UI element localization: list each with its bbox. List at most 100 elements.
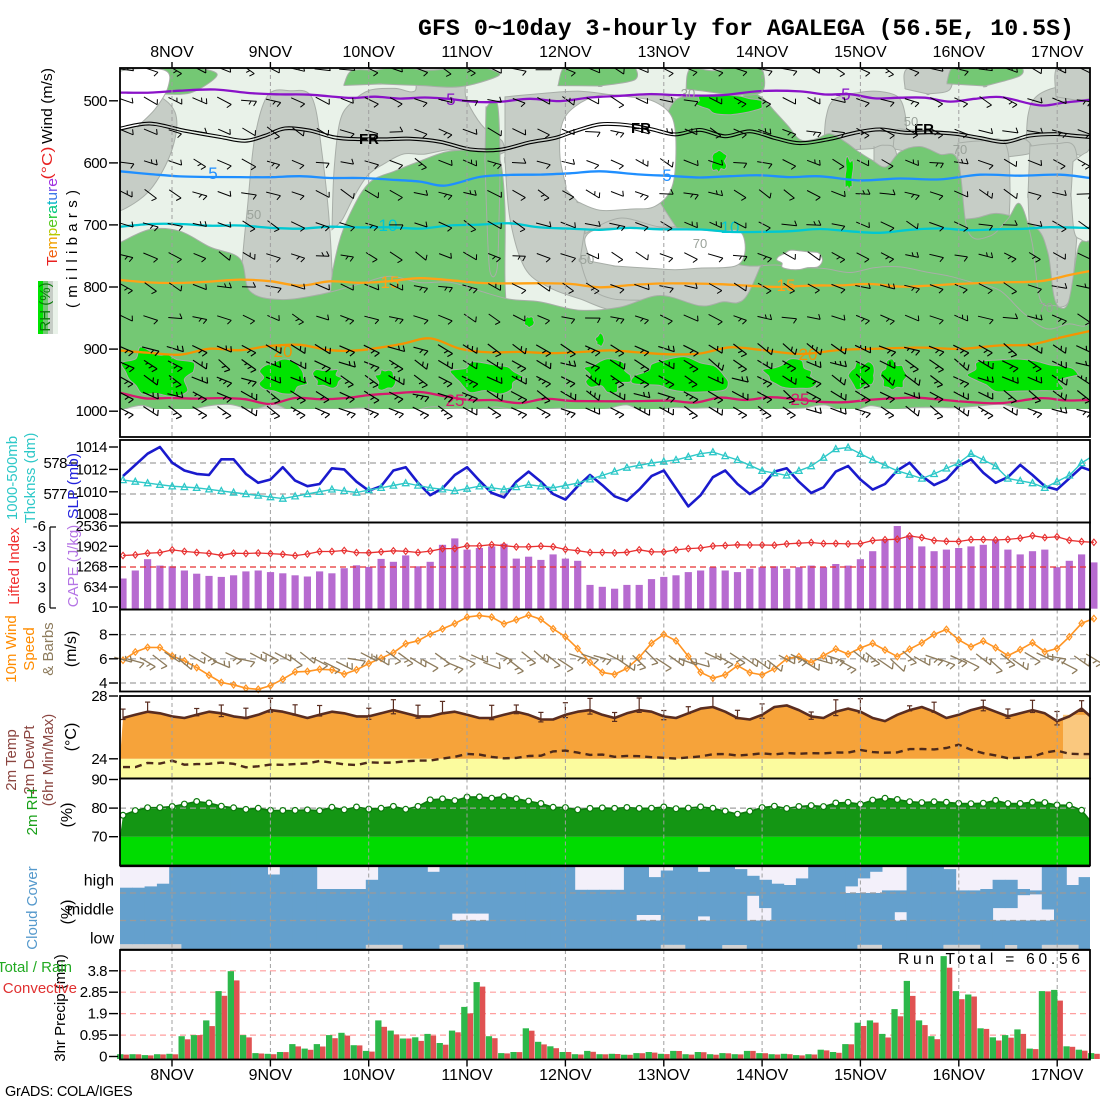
svg-text:600: 600: [83, 155, 107, 172]
svg-text:3hr Precip (mm): 3hr Precip (mm): [52, 954, 69, 1062]
svg-text:1008: 1008: [76, 506, 108, 523]
svg-text:16NOV: 16NOV: [933, 44, 986, 61]
svg-text:90: 90: [91, 772, 107, 789]
svg-text:(°C): (°C): [63, 723, 80, 752]
svg-text:GrADS: COLA/IGES: GrADS: COLA/IGES: [5, 1084, 132, 1100]
svg-text:6: 6: [99, 651, 107, 668]
svg-text:15: 15: [777, 276, 796, 295]
svg-text:-3: -3: [33, 539, 46, 556]
svg-text:15: 15: [381, 273, 400, 292]
svg-text:5: 5: [208, 164, 217, 183]
svg-text:Total / Rain: Total / Rain: [0, 959, 72, 976]
svg-text:3.8: 3.8: [88, 963, 108, 980]
svg-text:2536: 2536: [76, 518, 108, 535]
svg-text:900: 900: [83, 341, 107, 358]
svg-text:& Barbs: & Barbs: [40, 622, 57, 675]
svg-text:700: 700: [83, 217, 107, 234]
svg-text:50: 50: [580, 252, 594, 267]
svg-text:8: 8: [99, 627, 107, 644]
svg-text:1000-500mb: 1000-500mb: [4, 436, 21, 520]
svg-text:12NOV: 12NOV: [539, 44, 592, 61]
svg-text:800: 800: [83, 279, 107, 296]
svg-text:0: 0: [38, 559, 46, 576]
svg-text:(%): (%): [59, 803, 76, 828]
svg-text:12NOV: 12NOV: [539, 1067, 592, 1084]
svg-text:Temperature: Temperature: [44, 178, 61, 266]
svg-text:17NOV: 17NOV: [1031, 1067, 1084, 1084]
svg-text:17NOV: 17NOV: [1031, 44, 1084, 61]
svg-text:13NOV: 13NOV: [638, 1067, 691, 1084]
svg-text:24: 24: [91, 751, 107, 768]
svg-text:GFS 0~10day 3-hourly for AGALE: GFS 0~10day 3-hourly for AGALEGA (56.5E,…: [418, 16, 1074, 42]
svg-text:(%): (%): [59, 900, 76, 925]
svg-text:20: 20: [799, 345, 818, 364]
svg-text:0: 0: [99, 1049, 107, 1066]
svg-text:FR: FR: [914, 121, 934, 138]
svg-text:Convective: Convective: [3, 980, 77, 997]
svg-text:2m DewPt: 2m DewPt: [21, 725, 38, 795]
svg-text:14NOV: 14NOV: [736, 44, 789, 61]
svg-text:70: 70: [1039, 300, 1053, 315]
svg-text:1268: 1268: [76, 559, 108, 576]
svg-text:10NOV: 10NOV: [342, 1067, 395, 1084]
svg-text:1014: 1014: [76, 439, 108, 456]
svg-text:10: 10: [91, 599, 107, 616]
svg-text:(6hr Min/Max): (6hr Min/Max): [40, 714, 57, 807]
svg-text:(°C): (°C): [39, 147, 56, 180]
svg-text:10m Wind: 10m Wind: [3, 615, 20, 683]
svg-text:Speed: Speed: [21, 627, 38, 670]
svg-text:2.85: 2.85: [80, 984, 107, 1001]
svg-text:9NOV: 9NOV: [249, 1067, 293, 1084]
svg-text:10: 10: [379, 216, 398, 235]
svg-text:Thcknss (dm): Thcknss (dm): [22, 433, 39, 524]
svg-text:2m RH: 2m RH: [24, 789, 41, 836]
svg-text:577: 577: [43, 486, 67, 503]
svg-text:10NOV: 10NOV: [342, 44, 395, 61]
svg-text:50: 50: [904, 114, 918, 129]
svg-text:1000: 1000: [76, 403, 108, 420]
svg-text:70: 70: [91, 829, 107, 846]
svg-text:1012: 1012: [76, 461, 108, 478]
svg-text:25: 25: [791, 390, 810, 409]
svg-text:Lifted Index: Lifted Index: [6, 527, 23, 605]
svg-text:11NOV: 11NOV: [441, 1067, 493, 1084]
svg-text:low: low: [90, 931, 114, 948]
svg-text:634: 634: [83, 579, 107, 596]
svg-text:Run Total = 60.56: Run Total = 60.56: [898, 951, 1080, 968]
svg-text:70: 70: [953, 142, 967, 157]
svg-text:(m/s): (m/s): [63, 631, 80, 667]
svg-text:4: 4: [99, 675, 107, 692]
svg-text:15NOV: 15NOV: [834, 1067, 887, 1084]
svg-text:-6: -6: [33, 518, 46, 535]
svg-text:RH (%): RH (%): [37, 282, 54, 331]
svg-text:CAPE (J/kg): CAPE (J/kg): [65, 525, 82, 608]
svg-text:80: 80: [91, 800, 107, 817]
svg-text:3: 3: [38, 579, 46, 596]
svg-text:578: 578: [43, 455, 67, 472]
svg-text:28: 28: [91, 688, 107, 705]
svg-text:high: high: [84, 873, 114, 890]
svg-text:1902: 1902: [76, 538, 108, 555]
svg-text:Wind (m/s): Wind (m/s): [39, 68, 56, 144]
svg-text:25: 25: [446, 391, 465, 410]
svg-text:30: 30: [681, 86, 695, 101]
svg-text:1.9: 1.9: [88, 1006, 108, 1023]
svg-text:50: 50: [247, 207, 261, 222]
svg-text:13NOV: 13NOV: [638, 44, 691, 61]
svg-text:11NOV: 11NOV: [441, 44, 493, 61]
svg-text:20: 20: [274, 342, 293, 361]
svg-text:-5: -5: [835, 85, 850, 104]
svg-text:0.95: 0.95: [80, 1027, 107, 1044]
svg-text:Cloud Cover: Cloud Cover: [24, 866, 41, 949]
svg-text:500: 500: [83, 93, 107, 110]
svg-text:9NOV: 9NOV: [249, 44, 293, 61]
svg-text:15NOV: 15NOV: [834, 44, 887, 61]
svg-text:8NOV: 8NOV: [150, 1067, 194, 1084]
svg-text:10: 10: [721, 218, 740, 237]
svg-text:14NOV: 14NOV: [736, 1067, 789, 1084]
svg-text:2m Temp: 2m Temp: [3, 729, 20, 790]
svg-text:8NOV: 8NOV: [150, 44, 194, 61]
svg-text:70: 70: [693, 236, 707, 251]
svg-text:16NOV: 16NOV: [933, 1067, 986, 1084]
svg-text:SLP (mb): SLP (mb): [65, 453, 82, 519]
